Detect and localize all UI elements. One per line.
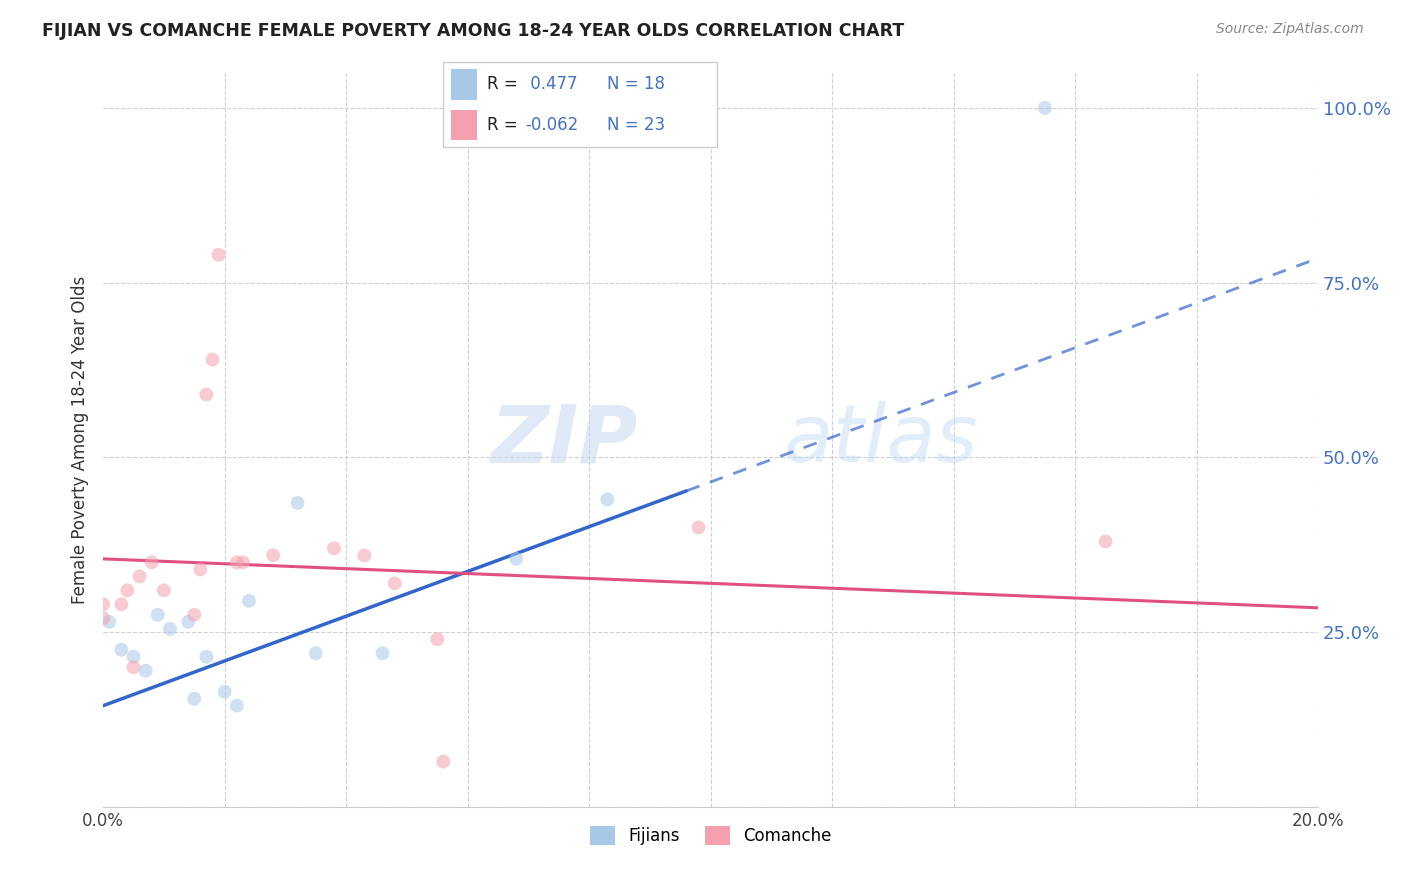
Point — [371, 646, 394, 660]
Point — [135, 664, 157, 678]
Point — [110, 642, 132, 657]
Point — [238, 594, 260, 608]
Text: ZIP: ZIP — [491, 401, 638, 479]
Point — [1094, 534, 1116, 549]
Y-axis label: Female Poverty Among 18-24 Year Olds: Female Poverty Among 18-24 Year Olds — [72, 276, 89, 604]
Text: FIJIAN VS COMANCHE FEMALE POVERTY AMONG 18-24 YEAR OLDS CORRELATION CHART: FIJIAN VS COMANCHE FEMALE POVERTY AMONG … — [42, 22, 904, 40]
Bar — [451, 110, 477, 140]
Point — [225, 555, 247, 569]
Point — [201, 352, 224, 367]
Legend: Fijians, Comanche: Fijians, Comanche — [582, 818, 839, 854]
Point — [353, 549, 375, 563]
Point — [195, 387, 218, 401]
Point — [91, 597, 114, 611]
Point — [262, 549, 284, 563]
Point — [183, 691, 205, 706]
Point — [122, 660, 145, 674]
Point — [384, 576, 406, 591]
Point — [153, 583, 176, 598]
Point — [432, 755, 454, 769]
Point — [91, 611, 114, 625]
Point — [287, 496, 309, 510]
Point — [688, 520, 710, 534]
Text: R =: R = — [486, 76, 523, 94]
Text: N = 23: N = 23 — [607, 116, 665, 134]
Point — [146, 607, 169, 622]
Point — [225, 698, 247, 713]
Point — [323, 541, 346, 556]
Point — [128, 569, 150, 583]
Point — [305, 646, 328, 660]
Point — [122, 649, 145, 664]
Point — [195, 649, 218, 664]
Text: Source: ZipAtlas.com: Source: ZipAtlas.com — [1216, 22, 1364, 37]
Text: R =: R = — [486, 116, 523, 134]
Text: N = 18: N = 18 — [607, 76, 665, 94]
Point — [232, 555, 254, 569]
Point — [188, 562, 211, 576]
Point — [98, 615, 121, 629]
Point — [110, 597, 132, 611]
Point — [426, 632, 449, 647]
Point — [159, 622, 181, 636]
Text: atlas: atlas — [783, 401, 979, 479]
Point — [214, 684, 236, 698]
Text: 0.477: 0.477 — [526, 76, 578, 94]
Text: -0.062: -0.062 — [526, 116, 578, 134]
Point — [117, 583, 139, 598]
Point — [596, 492, 619, 507]
Point — [1033, 101, 1056, 115]
Point — [207, 248, 229, 262]
Point — [505, 552, 527, 566]
Bar — [451, 70, 477, 100]
Point — [183, 607, 205, 622]
Point — [177, 615, 200, 629]
Point — [141, 555, 163, 569]
